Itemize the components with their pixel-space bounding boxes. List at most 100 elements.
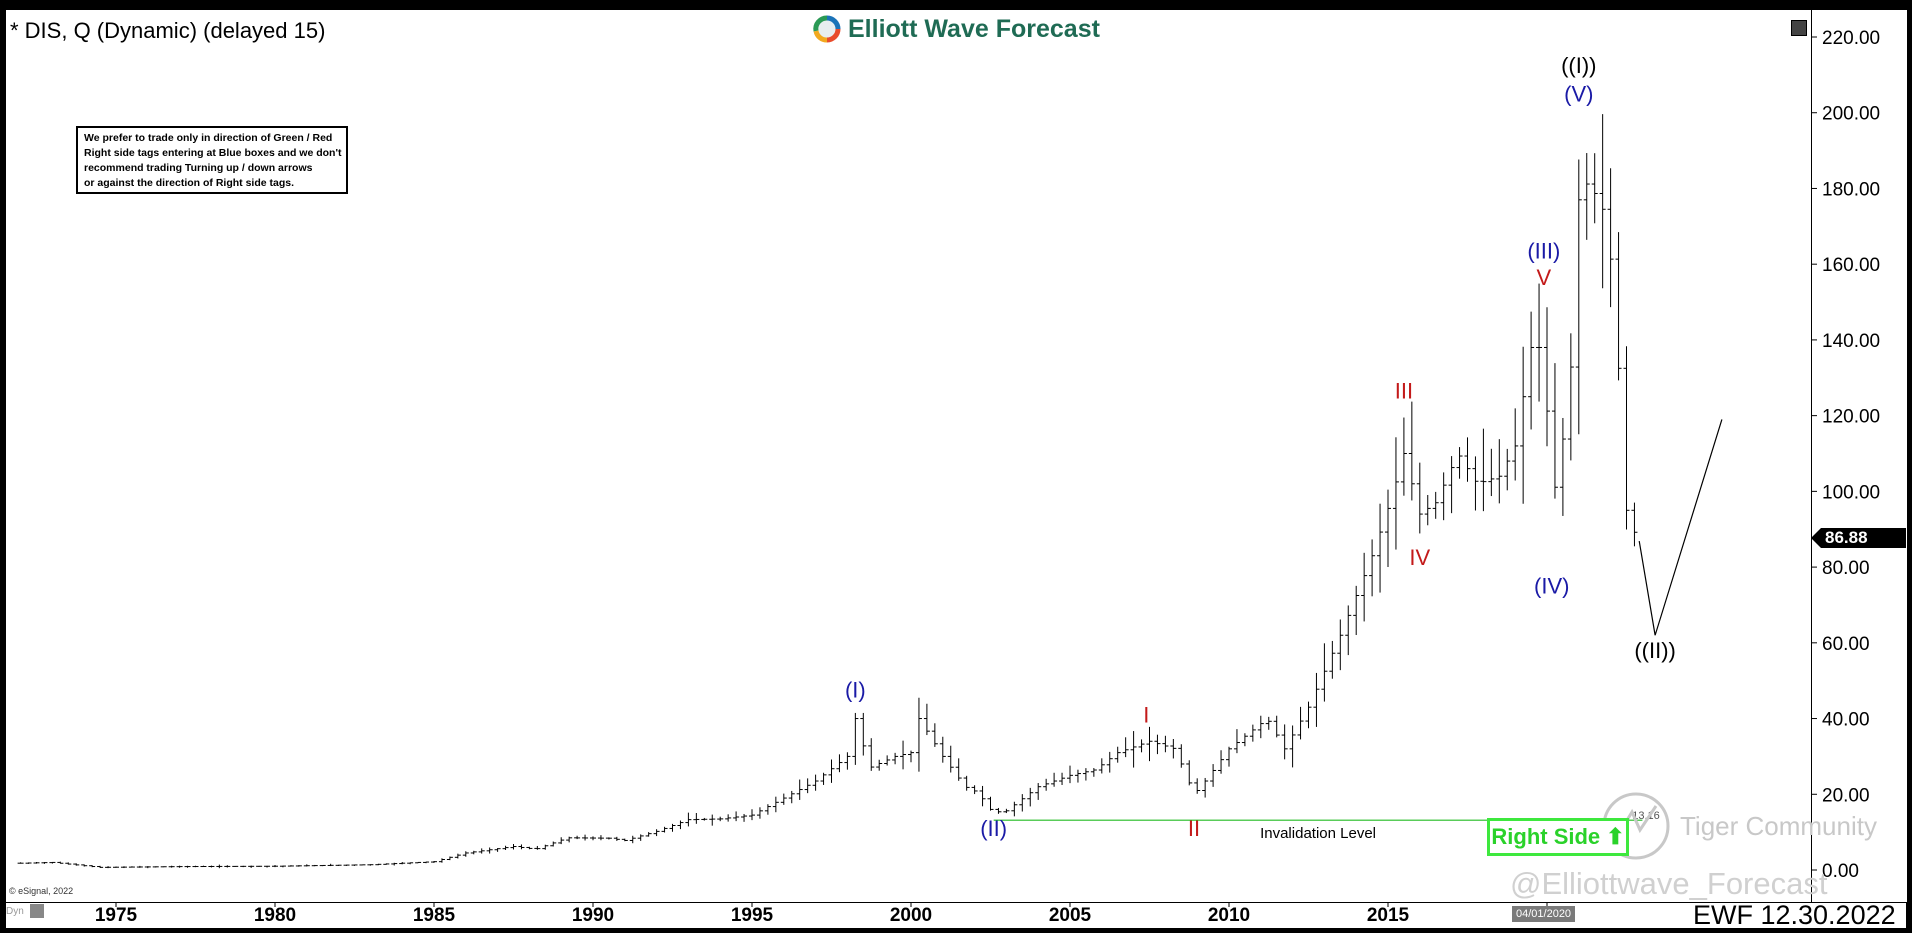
ohlc-bar	[900, 740, 907, 770]
ohlc-bar	[764, 804, 771, 815]
minimize-icon[interactable]	[1791, 20, 1807, 36]
ohlc-bar	[868, 738, 875, 771]
ohlc-bar	[1305, 701, 1312, 729]
y-tick-label: 100.00	[1822, 482, 1880, 503]
ohlc-bar	[73, 863, 80, 866]
ohlc-bar	[709, 814, 716, 826]
ohlc-bar	[1456, 447, 1463, 479]
invalidation-label: Invalidation Level	[1260, 825, 1376, 842]
ohlc-bar	[438, 858, 445, 863]
y-tick-label: 0.00	[1822, 861, 1859, 882]
ohlc-bar	[97, 865, 104, 868]
ohlc-bar	[287, 865, 294, 867]
ohlc-bar	[1416, 462, 1423, 534]
wave-label: (I)	[845, 678, 866, 703]
ohlc-bar	[852, 712, 859, 765]
ohlc-bar	[629, 835, 636, 844]
ohlc-bar	[1043, 778, 1050, 791]
esignal-copyright: © eSignal, 2022	[9, 886, 74, 896]
ohlc-bar	[272, 865, 278, 868]
ohlc-bar	[105, 866, 112, 869]
ohlc-bar	[820, 772, 827, 785]
y-tick-label: 220.00	[1822, 28, 1880, 49]
ohlc-bar	[462, 851, 469, 857]
ohlc-bar	[113, 866, 119, 868]
ohlc-bar	[1567, 333, 1574, 461]
ohlc-bar	[1114, 746, 1121, 763]
watermark-community: Tiger Community	[1680, 811, 1877, 841]
ohlc-bar	[780, 793, 787, 805]
wave-label: IV	[1409, 545, 1430, 570]
wave-label: I	[1143, 702, 1149, 727]
ohlc-bar	[1218, 750, 1225, 774]
ohlc-bar	[1106, 751, 1113, 773]
ohlc-bar	[1011, 801, 1018, 817]
wave-label: (IV)	[1534, 574, 1569, 599]
ohlc-bar	[1544, 307, 1550, 447]
ohlc-bar	[1241, 733, 1248, 747]
ohlc-bar	[1321, 643, 1328, 702]
dyn-indicator[interactable]: Dyn	[6, 904, 44, 918]
ohlc-bar	[319, 864, 326, 867]
ohlc-bar	[844, 752, 851, 770]
ohlc-bar	[1424, 494, 1431, 526]
ohlc-bar	[232, 865, 239, 867]
ohlc-bar	[955, 758, 962, 781]
y-tick-label: 160.00	[1822, 255, 1880, 276]
ohlc-bar	[526, 846, 533, 850]
ohlc-bar	[947, 745, 954, 773]
ohlc-bar	[1186, 760, 1193, 786]
projection-path	[1638, 419, 1723, 636]
x-tick-label: 2005	[1049, 905, 1092, 926]
wave-label: (II)	[980, 816, 1007, 841]
ohlc-bar	[566, 836, 573, 843]
y-tick-labels: 220.00 200.00 180.00 160.00 140.00 120.00 100.…	[1811, 28, 1880, 882]
ohlc-bar	[534, 845, 541, 850]
ohlc-bar	[749, 809, 755, 821]
ohlc-bar	[1480, 428, 1487, 512]
ohlc-bar	[1162, 735, 1169, 753]
ohlc-bar	[486, 847, 493, 854]
ohlc-bar	[796, 779, 803, 800]
ohlc-bar	[1074, 769, 1081, 783]
x-tick-label: 1975	[95, 905, 138, 926]
note-line: or against the direction of Right side t…	[84, 177, 295, 189]
ohlc-bar	[725, 814, 732, 822]
time-axis[interactable]	[6, 902, 1906, 928]
ohlc-bar	[1631, 502, 1638, 547]
ohlc-bar	[144, 866, 151, 869]
ohlc-bar	[979, 785, 986, 807]
ohlc-bar	[1432, 491, 1439, 519]
price-axis[interactable]	[1811, 10, 1907, 902]
ohlc-bar	[1122, 737, 1129, 758]
ohlc-bar	[470, 850, 477, 855]
ohlc-bar	[1313, 672, 1320, 727]
dyn-toggle-icon[interactable]	[29, 904, 44, 918]
x-tick-labels: 1975198019851990199520002005201020152020	[95, 902, 1568, 926]
ohlc-bar	[1035, 783, 1042, 800]
ohlc-bar	[931, 723, 938, 747]
x-tick-label: 2000	[890, 905, 932, 926]
ohlc-bar	[1226, 746, 1232, 767]
ohlc-bar	[828, 759, 835, 783]
ohlc-bar	[915, 697, 922, 772]
ohlc-bar	[1281, 724, 1288, 760]
ohlc-bar	[375, 863, 382, 866]
ohlc-bar	[1059, 772, 1066, 785]
ohlc-bar	[613, 836, 620, 841]
right-side-label: Right Side	[1491, 824, 1601, 849]
ohlc-bar	[1289, 725, 1296, 768]
ohlc-bar	[1345, 605, 1352, 656]
ohlc-bar	[33, 862, 40, 864]
ohlc-bar	[454, 853, 461, 859]
ohlc-bar	[192, 865, 199, 868]
ohlc-bar	[216, 864, 223, 869]
ohlc-bar	[176, 865, 183, 868]
ohlc-bar	[1520, 346, 1527, 504]
ohlc-bar	[733, 811, 740, 822]
ohlc-bar	[343, 864, 350, 866]
ohlc-bar	[295, 865, 302, 867]
ohlc-bar	[772, 796, 779, 813]
